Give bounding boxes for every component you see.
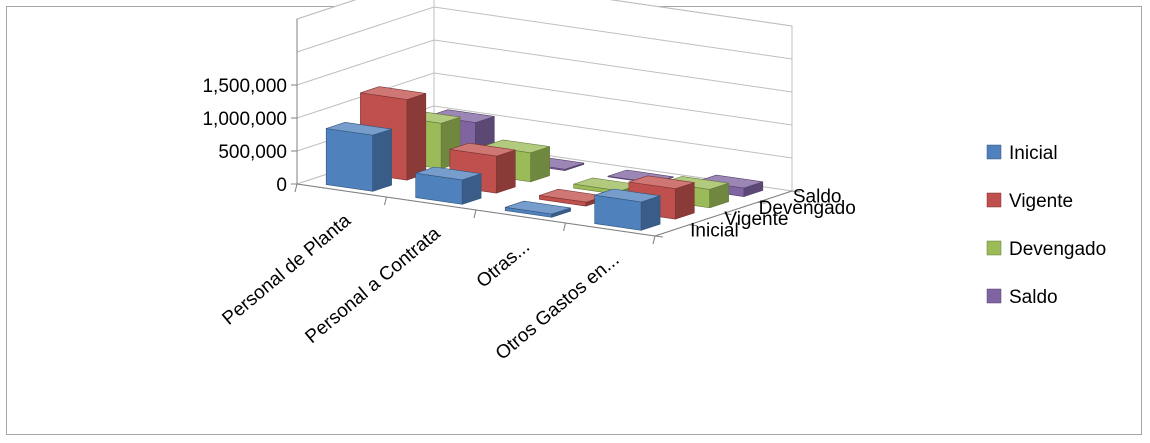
depth-series-label: Devengado (759, 198, 856, 219)
x-category-label: Otras... (473, 236, 534, 292)
depth-series-label: Vigente (724, 209, 788, 230)
depth-series-label: Inicial (690, 220, 739, 241)
bar-front-face (325, 128, 374, 192)
legend-swatch (986, 240, 1002, 256)
bar-inicial-1 (325, 121, 392, 192)
bar-top-face (594, 188, 661, 203)
bar-top-face (326, 121, 392, 136)
chart-gridlines (296, 0, 793, 159)
bar-inicial-2 (415, 166, 482, 205)
y-axis-tick-labels: 1,500,000 1,000,000 500,000 0 (202, 76, 287, 196)
gridline (296, 0, 793, 27)
chart-axes (291, 19, 801, 245)
legend-item: Saldo (986, 287, 1058, 308)
bar-top-face (505, 200, 571, 215)
gridline (296, 6, 793, 60)
x-axis-tick (652, 235, 656, 245)
bar-top-face (415, 166, 482, 181)
depth-axis-tick (654, 235, 664, 238)
y-tick-label: 500,000 (218, 142, 287, 163)
x-axis-tick (294, 183, 298, 193)
depth-axis-tick (723, 213, 732, 215)
x-axis-tick (384, 196, 387, 206)
bar-side-face (372, 128, 392, 192)
chart-legend: Inicial Vigente Devengado Saldo (986, 143, 1106, 308)
chart-bars (325, 86, 764, 231)
legend-item: Inicial (986, 143, 1058, 164)
x-axis-tick (473, 209, 477, 219)
depth-axis-tick (757, 201, 766, 204)
bar-inicial-3 (504, 200, 571, 218)
y-tick-label: 1,000,000 (202, 109, 287, 130)
gridline (296, 72, 793, 126)
bar-top-face (360, 86, 426, 100)
legend-swatch (986, 144, 1002, 160)
depth-axis-tick (689, 224, 698, 227)
bar-top-face (628, 175, 695, 190)
legend-label: Devengado (1009, 239, 1106, 260)
legend-label: Saldo (1009, 287, 1058, 308)
legend-label: Vigente (1009, 191, 1073, 212)
legend-label: Inicial (1009, 143, 1058, 164)
gridline (296, 39, 793, 93)
x-axis-tick (563, 222, 566, 232)
y-tick-label: 0 (276, 175, 287, 196)
legend-swatch (986, 288, 1002, 304)
depth-series-label: Saldo (793, 187, 842, 208)
legend-item: Vigente (986, 191, 1073, 212)
legend-item: Devengado (986, 239, 1106, 260)
bar-inicial-4 (594, 188, 661, 231)
bar-top-face (449, 142, 516, 157)
bar-side-face (406, 92, 427, 181)
bar-side-face (496, 149, 516, 194)
depth-axis-tick (791, 190, 801, 193)
legend-swatch (986, 192, 1002, 208)
y-tick-label: 1,500,000 (202, 76, 287, 97)
